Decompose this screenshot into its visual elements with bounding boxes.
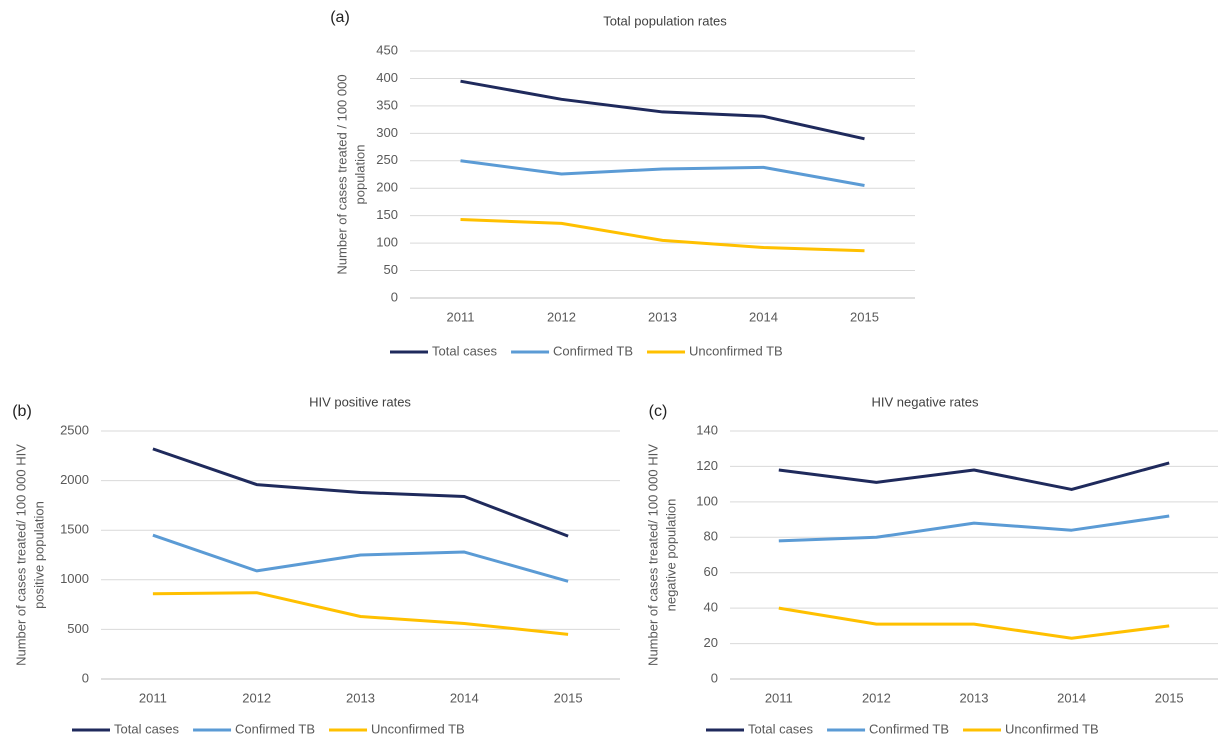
legend-label: Total cases [432,343,498,358]
x-tick-label: 2011 [447,309,475,324]
series-line [460,79,865,141]
y-tick-label: 450 [376,42,398,57]
panel-label: (b) [12,403,32,420]
line-chart: HIV negative rates (c) Number of cases tre… [645,394,1218,736]
series-line [778,461,1170,491]
y-tick-label: 500 [67,621,89,636]
x-tick-label: 2013 [648,309,677,324]
y-tick-label: 2500 [60,422,89,437]
chart-title: HIV negative rates [872,394,979,409]
legend-label: Unconfirmed TB [371,721,465,736]
chart-title: HIV positive rates [309,394,411,409]
series-line [152,591,569,636]
y-tick-label: 80 [704,529,718,544]
x-tick-label: 2014 [749,309,778,324]
legend-label: Unconfirmed TB [1005,721,1099,736]
series-line [778,514,1170,543]
y-tick-label: 150 [376,207,398,222]
y-tick-label: 20 [704,635,718,650]
x-tick-label: 2012 [862,690,891,705]
x-tick-label: 2013 [960,690,989,705]
x-tick-label: 2015 [1155,690,1184,705]
y-axis-label: population [352,145,367,205]
x-tick-label: 2014 [1057,690,1086,705]
legend-label: Confirmed TB [553,343,633,358]
y-tick-label: 350 [376,97,398,112]
y-tick-label: 40 [704,600,718,615]
chart-title: Total population rates [603,13,727,28]
y-tick-label: 0 [391,289,398,304]
panel-label: (c) [649,403,668,420]
y-tick-label: 100 [696,493,718,508]
x-tick-label: 2012 [242,690,271,705]
x-tick-label: 2012 [547,309,576,324]
panel-label: (a) [330,9,350,26]
y-tick-label: 1000 [60,571,89,586]
x-tick-label: 2015 [850,309,879,324]
series-line [460,159,865,187]
legend-label: Total cases [748,721,814,736]
y-axis-label: positive population [31,501,46,609]
y-tick-label: 400 [376,70,398,85]
y-tick-label: 1500 [60,522,89,537]
y-tick-label: 300 [376,125,398,140]
series-line [460,218,865,253]
legend-label: Unconfirmed TB [689,343,783,358]
y-tick-label: 120 [696,458,718,473]
y-tick-label: 50 [384,262,398,277]
y-tick-label: 200 [376,180,398,195]
y-tick-label: 0 [82,670,89,685]
series-line [152,533,569,583]
x-tick-label: 2011 [765,690,793,705]
y-tick-label: 140 [696,422,718,437]
line-chart: Total population rates (a) Number of cases… [330,9,915,358]
line-chart: HIV positive rates (b) Number of cases tre… [12,394,620,736]
y-tick-label: 0 [711,670,718,685]
y-axis-label: Number of cases treated/ 100 000 HIV [13,444,28,666]
y-axis-label: negative population [663,499,678,612]
x-tick-label: 2015 [554,690,583,705]
series-line [778,606,1170,640]
y-tick-label: 60 [704,564,718,579]
x-tick-label: 2013 [346,690,375,705]
y-axis-label: Number of cases treated / 100 000 [334,74,349,274]
legend-label: Confirmed TB [235,721,315,736]
legend-label: Confirmed TB [869,721,949,736]
y-tick-label: 250 [376,152,398,167]
legend-label: Total cases [114,721,180,736]
y-tick-label: 2000 [60,472,89,487]
y-tick-label: 100 [376,235,398,250]
y-axis-label: Number of cases treated/ 100 000 HIV [645,444,660,666]
series-line [152,447,569,538]
x-tick-label: 2011 [139,690,167,705]
x-tick-label: 2014 [450,690,479,705]
